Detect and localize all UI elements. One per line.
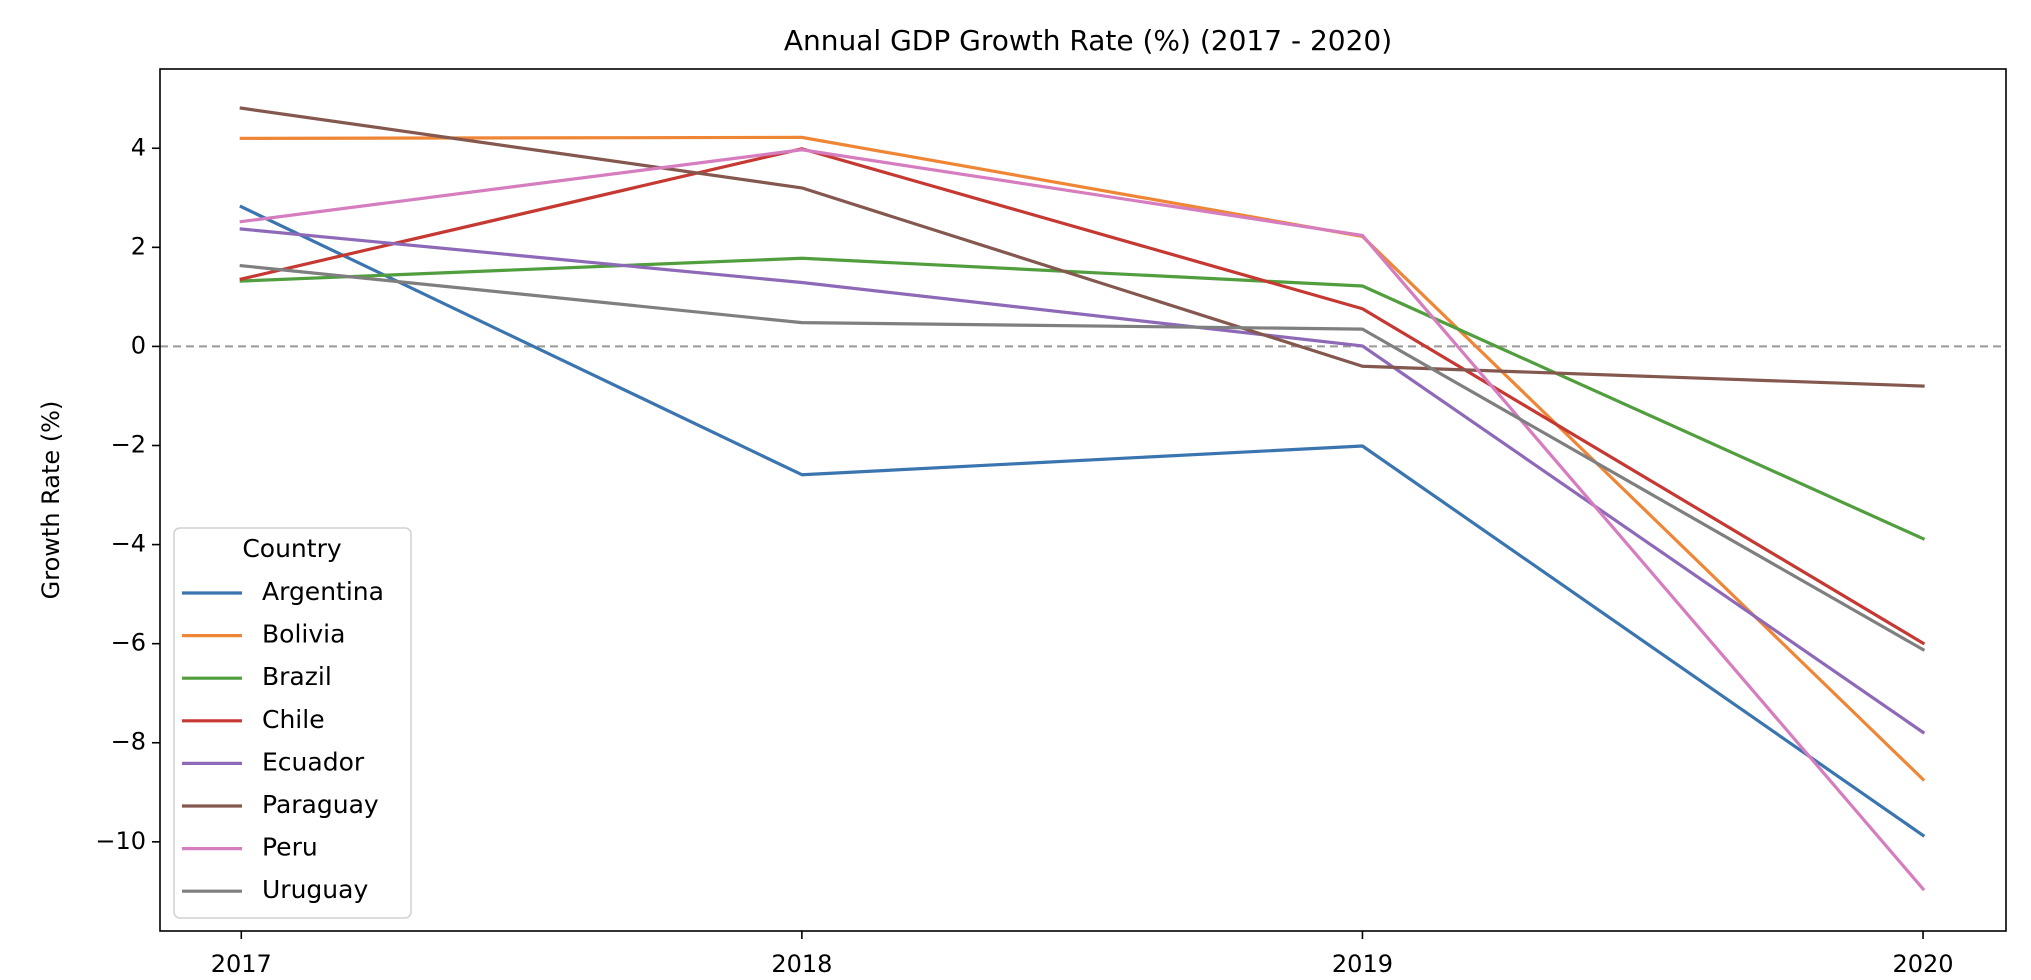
y-tick-label: 0: [131, 331, 146, 359]
plot-frame: [159, 68, 2007, 932]
legend-label-bolivia: Bolivia: [262, 620, 345, 649]
y-tick-label: −2: [111, 431, 146, 459]
legend-entries: Argentina Bolivia Brazil Chile Ecuador Paragu…: [182, 577, 384, 904]
y-axis: 4 2 0 −2 −4 −6 −8 −10: [95, 133, 160, 855]
y-axis-label: Growth Rate (%): [37, 401, 65, 600]
legend-title: Country: [242, 534, 342, 563]
series-line-peru: [239, 148, 1926, 892]
legend-label-uruguay: Uruguay: [262, 875, 368, 904]
x-tick-label: 2019: [1332, 950, 1393, 978]
series-line-bolivia: [239, 135, 1926, 782]
y-tick-label: 4: [131, 133, 146, 161]
series-layer: [239, 106, 1926, 892]
chart-title: Annual GDP Growth Rate (%) (2017 - 2020): [784, 24, 1392, 57]
series-line-ecuador: [239, 227, 1926, 735]
legend: Country Argentina Bolivia Brazil Chile Ecuad…: [173, 527, 412, 919]
y-tick-label: −8: [111, 728, 146, 756]
legend-label-peru: Peru: [262, 833, 318, 862]
series-line-brazil: [239, 256, 1926, 541]
x-axis: 2017 2018 2019 2020: [211, 931, 1954, 978]
series-line-chile: [239, 147, 1926, 646]
y-tick-label: −10: [95, 827, 146, 855]
x-tick-label: 2017: [211, 950, 272, 978]
y-tick-label: −4: [111, 530, 146, 558]
legend-label-brazil: Brazil: [262, 662, 332, 691]
legend-label-ecuador: Ecuador: [262, 747, 365, 776]
legend-label-chile: Chile: [262, 705, 325, 734]
legend-box: [173, 527, 412, 919]
x-tick-label: 2020: [1892, 950, 1953, 978]
legend-label-argentina: Argentina: [262, 577, 384, 606]
y-tick-label: 2: [131, 232, 146, 260]
legend-label-paraguay: Paraguay: [262, 790, 379, 819]
x-tick-label: 2018: [771, 950, 832, 978]
series-line-uruguay: [239, 263, 1926, 652]
y-tick-label: −6: [111, 629, 146, 657]
series-line-argentina: [239, 204, 1926, 838]
series-line-paraguay: [239, 106, 1925, 388]
